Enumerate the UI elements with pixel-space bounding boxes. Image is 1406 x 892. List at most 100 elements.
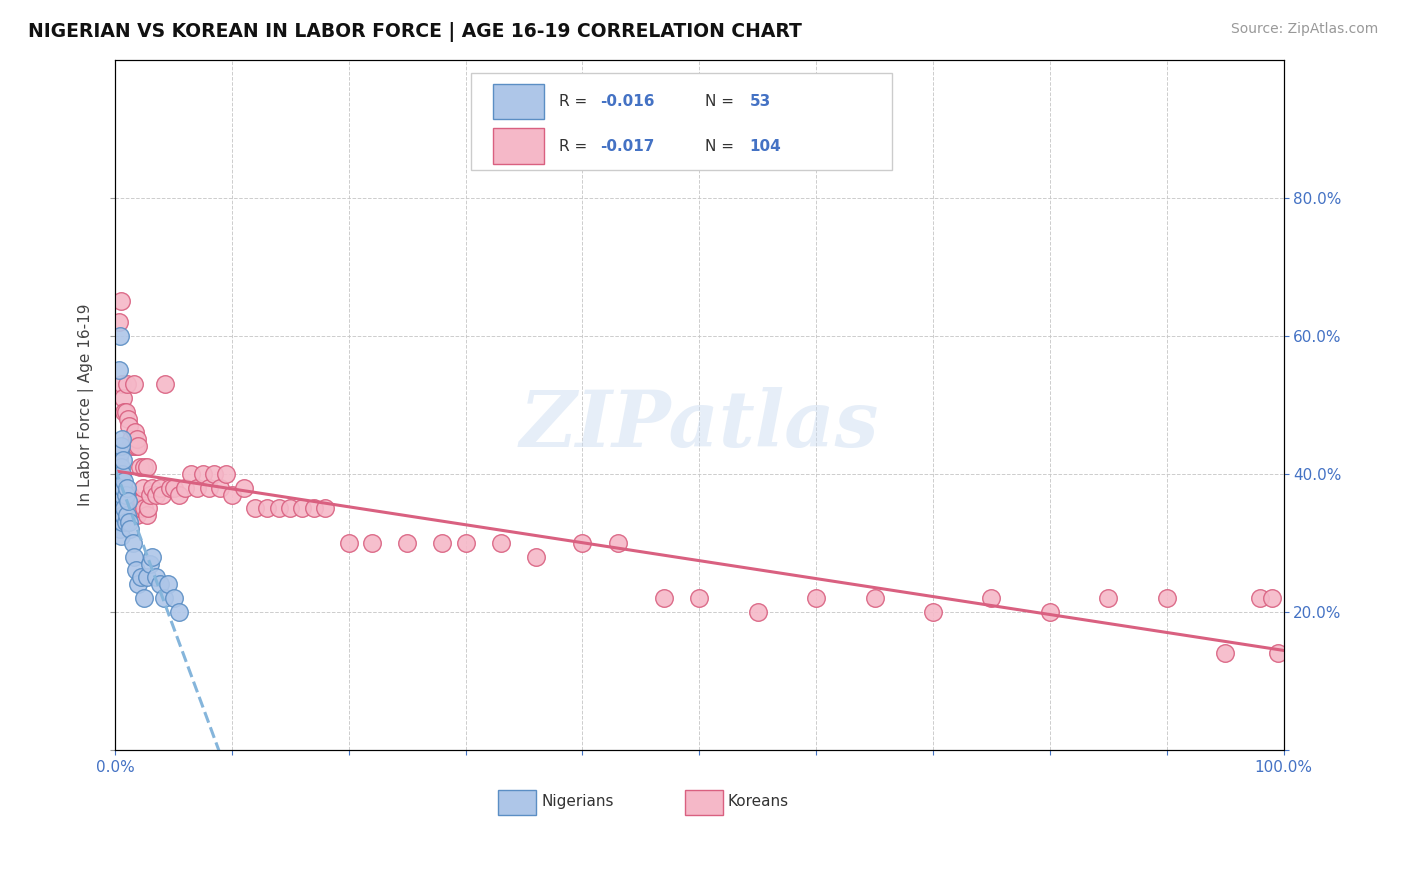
- Point: [139, 487, 162, 501]
- Point: [114, 487, 136, 501]
- Point: [922, 605, 945, 619]
- Point: [108, 467, 131, 481]
- Point: [256, 501, 278, 516]
- Point: [114, 474, 136, 488]
- Point: [169, 605, 191, 619]
- Point: [148, 577, 170, 591]
- Point: [162, 481, 184, 495]
- Point: [121, 508, 143, 523]
- FancyBboxPatch shape: [492, 84, 544, 120]
- Point: [267, 501, 290, 516]
- Point: [454, 536, 477, 550]
- Text: Koreans: Koreans: [727, 794, 789, 809]
- Point: [120, 487, 142, 501]
- FancyBboxPatch shape: [492, 128, 544, 164]
- Point: [117, 411, 139, 425]
- Point: [112, 391, 135, 405]
- Point: [122, 549, 145, 564]
- Point: [114, 405, 136, 419]
- Point: [155, 377, 177, 392]
- Point: [1261, 591, 1284, 606]
- Point: [124, 425, 146, 440]
- Point: [159, 481, 181, 495]
- Point: [291, 501, 314, 516]
- Point: [114, 494, 136, 508]
- Point: [115, 487, 138, 501]
- Text: N =: N =: [706, 139, 740, 154]
- Point: [396, 536, 419, 550]
- Point: [150, 487, 173, 501]
- FancyBboxPatch shape: [685, 790, 723, 815]
- Point: [107, 446, 129, 460]
- Point: [139, 557, 162, 571]
- Point: [118, 418, 141, 433]
- Point: [652, 591, 675, 606]
- Point: [111, 501, 134, 516]
- Point: [245, 501, 267, 516]
- Point: [162, 591, 184, 606]
- Point: [688, 591, 710, 606]
- Text: N =: N =: [706, 94, 740, 109]
- Point: [105, 481, 128, 495]
- Point: [280, 501, 302, 516]
- Point: [111, 377, 134, 392]
- Point: [112, 508, 135, 523]
- Point: [107, 467, 129, 481]
- Point: [127, 433, 149, 447]
- Point: [1156, 591, 1178, 606]
- Text: ZIPatlas: ZIPatlas: [520, 387, 879, 464]
- Point: [107, 474, 129, 488]
- Point: [302, 501, 325, 516]
- Point: [186, 481, 208, 495]
- Point: [134, 591, 156, 606]
- Text: Nigerians: Nigerians: [541, 794, 614, 809]
- Point: [125, 501, 148, 516]
- Point: [1249, 591, 1271, 606]
- Point: [114, 405, 136, 419]
- Point: [112, 481, 135, 495]
- Point: [432, 536, 454, 550]
- Point: [107, 481, 129, 495]
- Point: [191, 467, 214, 481]
- Point: [108, 328, 131, 343]
- Point: [1097, 591, 1119, 606]
- Point: [112, 453, 135, 467]
- Point: [524, 549, 547, 564]
- Point: [108, 501, 131, 516]
- Point: [125, 564, 148, 578]
- Point: [136, 501, 159, 516]
- Point: [105, 459, 128, 474]
- Point: [209, 481, 232, 495]
- Text: NIGERIAN VS KOREAN IN LABOR FORCE | AGE 16-19 CORRELATION CHART: NIGERIAN VS KOREAN IN LABOR FORCE | AGE …: [28, 22, 801, 42]
- Point: [108, 501, 131, 516]
- Point: [107, 363, 129, 377]
- Point: [129, 501, 152, 516]
- Point: [107, 508, 129, 523]
- Point: [111, 433, 134, 447]
- Point: [111, 487, 134, 501]
- Point: [121, 433, 143, 447]
- Point: [107, 474, 129, 488]
- Text: Source: ZipAtlas.com: Source: ZipAtlas.com: [1230, 22, 1378, 37]
- Text: R =: R =: [560, 94, 592, 109]
- Point: [105, 467, 128, 481]
- Point: [204, 467, 226, 481]
- Point: [107, 487, 129, 501]
- Point: [117, 494, 139, 508]
- Point: [156, 577, 179, 591]
- FancyBboxPatch shape: [471, 73, 893, 170]
- Point: [145, 487, 167, 501]
- Point: [110, 529, 132, 543]
- Point: [127, 508, 149, 523]
- Point: [153, 591, 176, 606]
- Point: [118, 494, 141, 508]
- Point: [120, 522, 142, 536]
- Point: [128, 494, 150, 508]
- Point: [118, 515, 141, 529]
- Point: [111, 481, 134, 495]
- Point: [141, 481, 163, 495]
- Text: 53: 53: [749, 94, 770, 109]
- Point: [121, 439, 143, 453]
- Point: [135, 570, 157, 584]
- Point: [108, 522, 131, 536]
